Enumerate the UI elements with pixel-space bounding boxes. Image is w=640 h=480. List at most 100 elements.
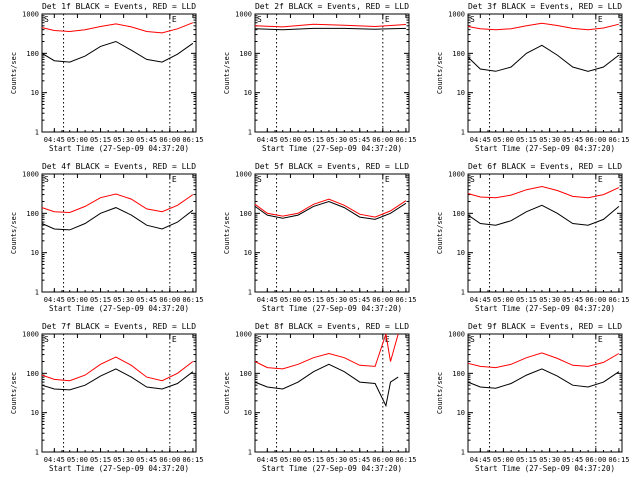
x-tick-label: 05:30 [326, 296, 347, 304]
y-tick-label: 1 [35, 449, 39, 457]
x-axis-label: Start Time (27-Sep-09 04:37:20) [262, 144, 402, 153]
x-tick-label: 06:00 [585, 456, 606, 464]
y-axis-label: Counts/sec [10, 372, 18, 414]
end-marker: E [172, 335, 177, 344]
lld-series-line [254, 23, 406, 28]
y-tick-label: 1000 [22, 11, 39, 19]
x-tick-label: 05:30 [113, 136, 134, 144]
x-axis-label: Start Time (27-Sep-09 04:37:20) [262, 464, 402, 473]
chart-panel-9: Det 9f BLACK = Events, RED = LLD 1 10 100 10… [436, 322, 629, 473]
chart-title: Det 1f BLACK = Events, RED = LLD [42, 2, 196, 11]
x-tick-label: 05:00 [493, 456, 514, 464]
plot-frame [467, 13, 623, 133]
plot-frame [254, 173, 410, 293]
x-tick-label: 05:00 [280, 456, 301, 464]
y-tick-label: 1 [35, 289, 39, 297]
x-tick-label: 05:45 [349, 456, 370, 464]
y-tick-label: 1000 [235, 171, 252, 179]
plot-frame [41, 173, 197, 293]
events-series-line [41, 368, 194, 391]
x-tick-label: 04:45 [257, 296, 278, 304]
chart-panel-6: Det 6f BLACK = Events, RED = LLD 1 10 100 10… [436, 162, 629, 313]
x-tick-label: 06:15 [182, 456, 203, 464]
y-tick-label: 1 [461, 289, 465, 297]
x-axis-label: Start Time (27-Sep-09 04:37:20) [49, 304, 189, 313]
y-tick-label: 10 [457, 249, 465, 257]
chart-panel-8: Det 8f BLACK = Events, RED = LLD 1 10 100 10… [223, 322, 416, 473]
y-tick-label: 10 [31, 249, 39, 257]
events-series-line [254, 363, 399, 408]
x-tick-label: 05:00 [67, 296, 88, 304]
x-tick-label: 05:45 [136, 136, 157, 144]
x-tick-label: 06:00 [372, 136, 393, 144]
y-tick-label: 100 [452, 370, 465, 378]
y-tick-label: 10 [244, 89, 252, 97]
y-tick-label: 1 [461, 449, 465, 457]
y-tick-label: 1000 [235, 11, 252, 19]
chart-title: Det 9f BLACK = Events, RED = LLD [468, 322, 622, 331]
x-tick-label: 04:45 [44, 136, 65, 144]
x-tick-label: 06:15 [395, 296, 416, 304]
y-tick-label: 100 [26, 50, 39, 58]
x-axis-label: Start Time (27-Sep-09 04:37:20) [475, 464, 615, 473]
start-marker: S [44, 335, 49, 344]
x-axis-label: Start Time (27-Sep-09 04:37:20) [49, 144, 189, 153]
x-tick-label: 05:15 [303, 136, 324, 144]
x-tick-label: 05:30 [326, 456, 347, 464]
start-marker: S [470, 175, 475, 184]
end-marker: E [598, 15, 603, 24]
x-tick-label: 05:30 [539, 136, 560, 144]
x-tick-label: 05:45 [136, 456, 157, 464]
x-tick-label: 05:45 [562, 136, 583, 144]
plot-frame [254, 333, 410, 453]
lld-series-line [467, 352, 620, 369]
y-tick-label: 100 [239, 210, 252, 218]
y-tick-label: 10 [457, 409, 465, 417]
y-axis-label: Counts/sec [223, 52, 231, 94]
y-tick-label: 10 [244, 249, 252, 257]
x-tick-label: 05:00 [67, 136, 88, 144]
chart-title: Det 7f BLACK = Events, RED = LLD [42, 322, 196, 331]
x-tick-label: 06:00 [585, 296, 606, 304]
y-tick-label: 1 [248, 289, 252, 297]
events-series-line [254, 27, 406, 31]
y-tick-label: 100 [26, 370, 39, 378]
x-tick-label: 04:45 [470, 456, 491, 464]
x-tick-label: 04:45 [257, 136, 278, 144]
end-marker: E [598, 175, 603, 184]
y-tick-label: 100 [452, 50, 465, 58]
chart-panel-3: Det 3f BLACK = Events, RED = LLD 1 10 100 10… [436, 2, 629, 153]
lld-series-line [41, 22, 194, 34]
y-axis-label: Counts/sec [223, 212, 231, 254]
chart-title: Det 6f BLACK = Events, RED = LLD [468, 162, 622, 171]
x-tick-label: 04:45 [44, 456, 65, 464]
x-tick-label: 06:15 [608, 136, 629, 144]
events-series-line [41, 40, 194, 63]
x-tick-label: 05:00 [280, 136, 301, 144]
y-tick-label: 1 [248, 449, 252, 457]
x-axis-label: Start Time (27-Sep-09 04:37:20) [49, 464, 189, 473]
x-tick-label: 05:00 [280, 296, 301, 304]
end-marker: E [385, 15, 390, 24]
end-marker: E [598, 335, 603, 344]
y-tick-label: 1000 [235, 331, 252, 339]
y-tick-label: 100 [26, 210, 39, 218]
y-tick-label: 10 [457, 89, 465, 97]
start-marker: S [470, 335, 475, 344]
y-tick-label: 100 [452, 210, 465, 218]
start-marker: S [470, 15, 475, 24]
x-tick-label: 06:15 [395, 456, 416, 464]
x-tick-label: 06:15 [395, 136, 416, 144]
lld-series-line [467, 22, 620, 31]
x-tick-label: 05:15 [303, 456, 324, 464]
end-marker: E [172, 175, 177, 184]
x-tick-label: 05:15 [516, 296, 537, 304]
events-series-line [467, 44, 620, 72]
x-tick-label: 05:15 [90, 296, 111, 304]
x-tick-label: 06:00 [159, 456, 180, 464]
x-tick-label: 04:45 [470, 296, 491, 304]
x-tick-label: 05:45 [562, 296, 583, 304]
lld-series-line [467, 185, 620, 199]
x-tick-label: 05:15 [516, 136, 537, 144]
